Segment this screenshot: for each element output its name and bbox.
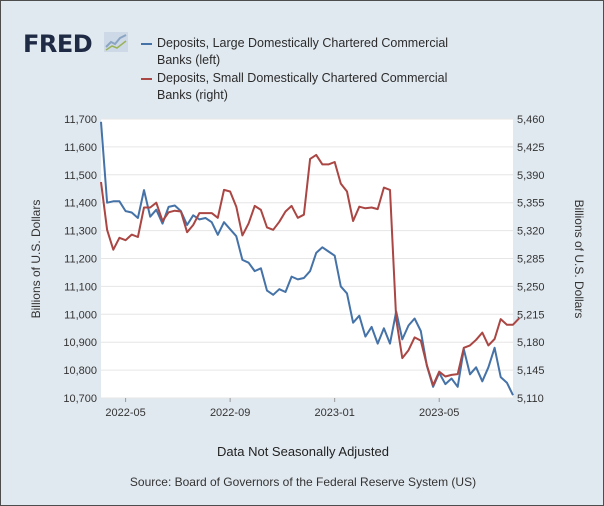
legend-label-large-banks: Deposits, Large Domestically Chartered C… bbox=[157, 36, 449, 67]
y-right-tick-label: 5,320 bbox=[517, 226, 545, 238]
chart-legend: Deposits, Large Domestically Chartered C… bbox=[141, 35, 481, 105]
y-right-tick-label: 5,145 bbox=[517, 365, 545, 377]
y-axis-right-title: Billions of U.S. Dollars bbox=[572, 199, 586, 319]
source-line: Source: Board of Governors of the Federa… bbox=[129, 475, 477, 489]
y-right-tick-label: 5,285 bbox=[517, 254, 545, 266]
x-tick-label: 2023-01 bbox=[314, 407, 354, 419]
legend-item-small-banks[interactable]: Deposits, Small Domestically Chartered C… bbox=[141, 70, 481, 104]
legend-label-small-banks: Deposits, Small Domestically Chartered C… bbox=[157, 71, 448, 102]
y-left-tick-label: 11,600 bbox=[64, 142, 97, 154]
y-right-tick-label: 5,460 bbox=[517, 114, 545, 126]
x-tick-label: 2023-05 bbox=[419, 407, 459, 419]
y-right-tick-label: 5,180 bbox=[517, 337, 545, 349]
chart-trend-icon bbox=[104, 32, 128, 52]
y-axis-left-title: Billions of U.S. Dollars bbox=[29, 199, 43, 319]
fred-logo[interactable]: FRED bbox=[23, 30, 93, 58]
y-right-tick-label: 5,250 bbox=[517, 281, 545, 293]
y-left-tick-label: 11,700 bbox=[64, 114, 97, 126]
y-right-tick-label: 5,215 bbox=[517, 309, 545, 321]
y-left-tick-label: 10,700 bbox=[63, 393, 97, 405]
x-tick-label: 2022-09 bbox=[210, 407, 250, 419]
y-left-tick-label: 11,100 bbox=[64, 281, 97, 293]
x-tick-label: 2022-05 bbox=[105, 407, 145, 419]
seasonal-note: Data Not Seasonally Adjusted bbox=[217, 444, 389, 459]
y-left-tick-label: 11,300 bbox=[64, 226, 97, 238]
y-left-tick-label: 11,000 bbox=[64, 309, 97, 321]
legend-swatch-large-banks bbox=[141, 43, 152, 45]
y-left-tick-label: 10,800 bbox=[63, 365, 97, 377]
y-right-tick-label: 5,425 bbox=[517, 142, 545, 154]
y-right-tick-label: 5,355 bbox=[517, 198, 545, 210]
legend-swatch-small-banks bbox=[141, 78, 152, 80]
series-line-large-banks bbox=[100, 121, 514, 396]
y-left-tick-label: 11,500 bbox=[64, 170, 97, 182]
y-left-tick-label: 11,400 bbox=[64, 198, 97, 210]
legend-item-large-banks[interactable]: Deposits, Large Domestically Chartered C… bbox=[141, 35, 481, 69]
y-right-tick-label: 5,110 bbox=[517, 393, 544, 405]
y-right-tick-label: 5,390 bbox=[517, 170, 545, 182]
series-line-small-banks bbox=[100, 153, 520, 387]
y-left-tick-label: 10,900 bbox=[63, 337, 97, 349]
y-left-tick-label: 11,200 bbox=[64, 254, 97, 266]
